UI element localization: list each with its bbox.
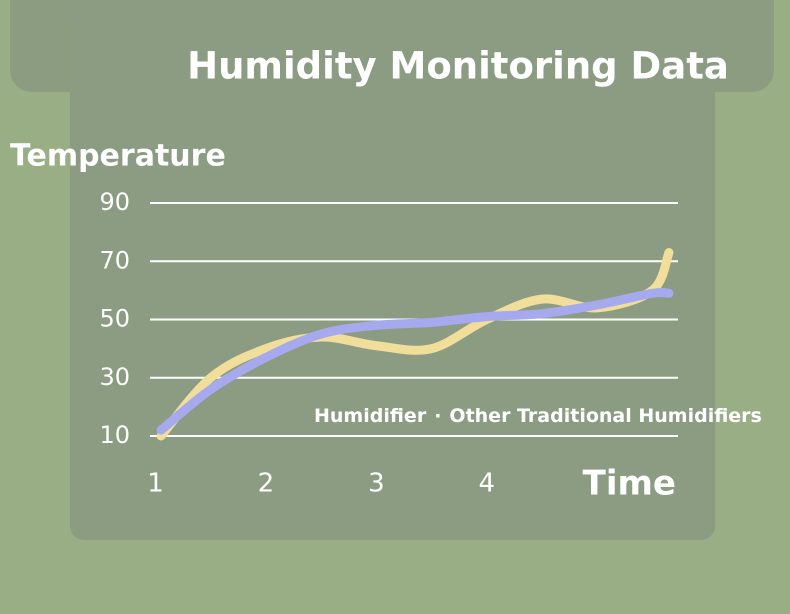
y-tick-label: 70: [99, 246, 130, 274]
legend-entry: Other Traditional Humidifiers: [449, 405, 761, 427]
x-tick-label: 3: [368, 469, 385, 499]
panel: [70, 0, 715, 540]
x-axis-label: Time: [583, 464, 676, 504]
y-tick-label: 30: [99, 363, 130, 391]
y-axis-label: Temperature: [10, 139, 226, 174]
legend: Humidifier · Other Traditional Humidifiers: [314, 405, 762, 427]
legend-entry: Humidifier: [314, 405, 427, 427]
chart-title: Humidity Monitoring Data: [187, 45, 729, 88]
y-tick-label: 50: [99, 305, 130, 333]
x-tick-label: 4: [478, 469, 495, 499]
legend-separator: ·: [434, 405, 441, 427]
y-tick-label: 90: [99, 188, 130, 216]
y-tick-label: 10: [99, 421, 130, 449]
x-tick-label: 2: [258, 469, 275, 499]
x-tick-label: 1: [147, 469, 164, 499]
line: [156, 287, 674, 435]
